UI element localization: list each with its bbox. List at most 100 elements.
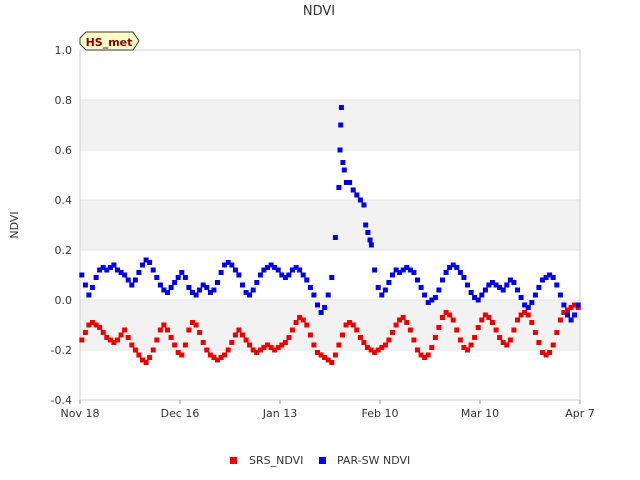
data-point [425, 300, 431, 305]
data-point [218, 270, 224, 275]
data-point [536, 340, 542, 345]
data-point [179, 352, 185, 358]
data-point [179, 270, 185, 275]
data-point [397, 317, 403, 323]
data-point [482, 312, 488, 318]
data-point [290, 327, 295, 333]
data-point [322, 305, 328, 310]
data-point [454, 265, 460, 270]
x-tick-label: Jan 13 [262, 407, 297, 420]
data-point [232, 267, 238, 273]
data-point [343, 322, 349, 328]
legend-label-par-sw: PAR-SW NDVI [337, 454, 410, 467]
data-point [250, 287, 256, 293]
data-point [129, 282, 135, 288]
data-point [82, 282, 88, 288]
data-point [300, 317, 306, 323]
data-point [97, 325, 103, 330]
data-point [479, 292, 485, 298]
data-point [190, 290, 195, 295]
data-point [547, 272, 553, 278]
data-point [268, 345, 274, 350]
data-point [497, 285, 503, 290]
data-point [340, 332, 345, 338]
y-tick-label: 0.2 [55, 244, 73, 257]
data-point [367, 237, 373, 243]
data-point [554, 282, 560, 288]
data-point [165, 290, 170, 295]
data-point [486, 315, 492, 320]
legend: SRS_NDVI PAR-SW NDVI [230, 454, 410, 467]
data-point [361, 340, 367, 345]
data-point [365, 345, 370, 350]
data-point [547, 350, 553, 355]
data-point [425, 352, 431, 358]
data-point [490, 320, 495, 325]
data-point [561, 302, 567, 308]
data-point [450, 262, 456, 268]
data-point [332, 352, 338, 358]
data-point [307, 332, 313, 338]
data-point [404, 320, 410, 325]
data-point [254, 280, 260, 285]
data-point [400, 315, 406, 320]
data-point [250, 347, 256, 353]
data-point [379, 292, 385, 298]
x-tick-label: Apr 7 [565, 407, 595, 420]
data-point [261, 267, 267, 273]
data-point [429, 297, 435, 303]
data-point [422, 292, 428, 298]
data-point [336, 342, 342, 348]
station-badge-shape [79, 31, 140, 51]
data-point [311, 292, 317, 298]
chart-title: NDVI [303, 4, 335, 19]
data-point [522, 302, 528, 308]
data-point [293, 265, 299, 270]
data-point [354, 327, 360, 333]
data-point [165, 327, 170, 333]
data-point [486, 282, 492, 288]
data-point [375, 347, 381, 353]
data-point [197, 330, 203, 335]
data-point [432, 295, 438, 300]
data-point [282, 275, 288, 280]
data-point [93, 322, 99, 328]
data-point [240, 282, 245, 288]
data-point [304, 277, 310, 283]
data-point [540, 277, 545, 283]
data-point [382, 287, 388, 293]
data-point [154, 337, 160, 343]
data-point [450, 317, 456, 323]
data-point [261, 345, 267, 350]
data-point [161, 287, 167, 293]
data-point [365, 230, 371, 235]
data-point [150, 347, 156, 353]
data-point [532, 292, 538, 298]
data-point [190, 320, 195, 325]
data-point [243, 290, 249, 295]
data-point [540, 350, 545, 355]
data-point [197, 287, 203, 293]
data-point [204, 285, 210, 290]
data-point [375, 285, 381, 290]
data-point [411, 270, 417, 275]
plot-band-2 [80, 100, 580, 150]
data-point [229, 340, 235, 345]
data-point [200, 340, 206, 345]
data-point [393, 267, 399, 273]
data-point [168, 335, 174, 340]
data-point [543, 275, 549, 280]
data-point [418, 352, 424, 358]
data-point [354, 192, 360, 198]
data-point [457, 270, 463, 275]
data-point [147, 355, 153, 360]
data-point [125, 335, 131, 340]
data-point [400, 267, 406, 273]
data-point [257, 272, 263, 278]
data-point [222, 352, 228, 358]
y-tick-label: 1.0 [55, 44, 73, 57]
data-point [275, 267, 281, 273]
data-point [337, 147, 343, 153]
data-point [122, 327, 128, 333]
data-point [168, 285, 174, 290]
